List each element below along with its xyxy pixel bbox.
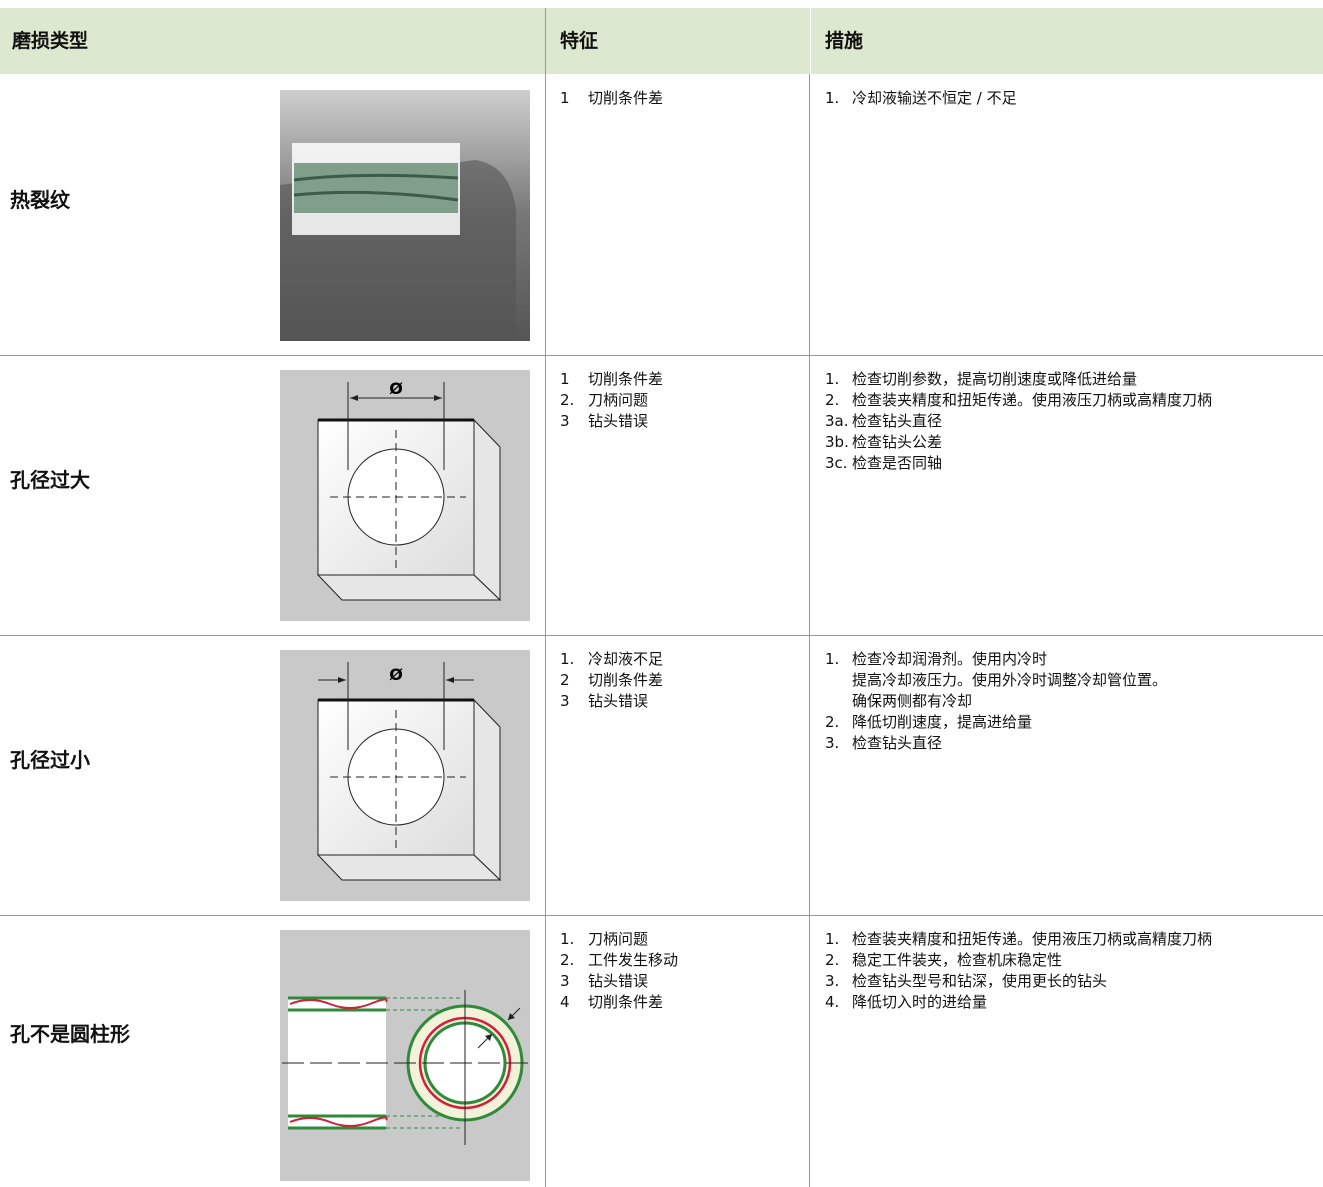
- measure-number: 3.: [825, 972, 840, 990]
- measure-number: 3a.: [825, 412, 849, 430]
- header-text: 措施: [825, 30, 864, 52]
- measure-number: 1.: [825, 370, 840, 388]
- measure-text: 降低切入时的进给量: [852, 993, 988, 1011]
- header-cell: 特征: [546, 8, 810, 74]
- photo: [280, 90, 530, 341]
- measure-number: 2.: [825, 391, 840, 409]
- feature-number: 2: [560, 671, 570, 689]
- measure-text: 提高冷却液压力。使用外冷时调整冷却管位置。: [852, 671, 1168, 689]
- measure-text: 稳定工件装夹，检查机床稳定性: [852, 951, 1063, 969]
- feature-number: 2.: [560, 391, 575, 409]
- feature-number: 1.: [560, 930, 575, 948]
- measure-number: 4.: [825, 993, 840, 1011]
- wear-type: 孔不是圆柱形: [10, 1022, 130, 1046]
- row-divider: [0, 635, 1323, 636]
- wear-type: 孔径过大: [10, 468, 90, 492]
- measure-text: 检查冷却润滑剂。使用内冷时: [852, 650, 1048, 668]
- wear-type: 孔径过小: [10, 748, 90, 772]
- measure-text: 降低切削速度，提高进给量: [852, 713, 1033, 731]
- row-divider: [0, 355, 1323, 356]
- measure-text: 检查钻头直径: [852, 412, 943, 430]
- feature-number: 4: [560, 993, 570, 1011]
- diagram: Ø: [280, 370, 530, 621]
- header-cell: 磨损类型: [0, 8, 545, 74]
- measure-text: 检查是否同轴: [852, 454, 943, 472]
- measure-number: 2.: [825, 951, 840, 969]
- feature-text: 刀柄问题: [588, 391, 649, 409]
- feature-number: 3: [560, 412, 570, 430]
- feature-text: 钻头错误: [588, 412, 649, 430]
- header-text: 特征: [560, 30, 599, 52]
- feature-number: 2.: [560, 951, 575, 969]
- feature-number: 3: [560, 972, 570, 990]
- feature-text: 切削条件差: [588, 993, 664, 1011]
- measure-number: 1.: [825, 930, 840, 948]
- feature-text: 切削条件差: [588, 370, 664, 388]
- feature-text: 工件发生移动: [588, 951, 679, 969]
- feature-text: 刀柄问题: [588, 930, 649, 948]
- diagram-label: Ø: [389, 379, 403, 398]
- measure-text: 检查钻头直径: [852, 734, 943, 752]
- measure-number: 2.: [825, 713, 840, 731]
- measure-text: 确保两侧都有冷却: [852, 692, 973, 710]
- measure-number: 3b.: [825, 433, 849, 451]
- feature-number: 1: [560, 370, 570, 388]
- header-cell: 措施: [811, 8, 1323, 74]
- measure-number: 1.: [825, 650, 840, 668]
- feature-text: 切削条件差: [588, 89, 664, 107]
- header-text: 磨损类型: [12, 30, 89, 52]
- feature-text: 钻头错误: [588, 692, 649, 710]
- feature-text: 冷却液不足: [588, 650, 664, 668]
- feature-text: 切削条件差: [588, 671, 664, 689]
- measure-number: 3c.: [825, 454, 848, 472]
- measure-text: 检查装夹精度和扭矩传递。使用液压刀柄或高精度刀柄: [852, 391, 1213, 409]
- measure-text: 检查切削参数，提高切削速度或降低进给量: [852, 370, 1138, 388]
- measure-number: 3.: [825, 734, 840, 752]
- column-divider: [809, 74, 810, 1187]
- measure-text: 检查钻头公差: [852, 433, 943, 451]
- measure-text: 检查装夹精度和扭矩传递。使用液压刀柄或高精度刀柄: [852, 930, 1213, 948]
- feature-number: 1: [560, 89, 570, 107]
- measure-text: 检查钻头型号和钻深，使用更长的钻头: [852, 972, 1108, 990]
- feature-number: 3: [560, 692, 570, 710]
- feature-number: 1.: [560, 650, 575, 668]
- measure-text: 冷却液输送不恒定 / 不足: [852, 89, 1017, 107]
- feature-text: 钻头错误: [588, 972, 649, 990]
- row-divider: [0, 915, 1323, 916]
- wear-type: 热裂纹: [10, 188, 70, 212]
- column-divider: [545, 8, 546, 1187]
- diagram-label: Ø: [389, 665, 403, 684]
- diagram: Ø: [280, 650, 530, 901]
- diagram: [280, 930, 530, 1181]
- measure-number: 1.: [825, 89, 840, 107]
